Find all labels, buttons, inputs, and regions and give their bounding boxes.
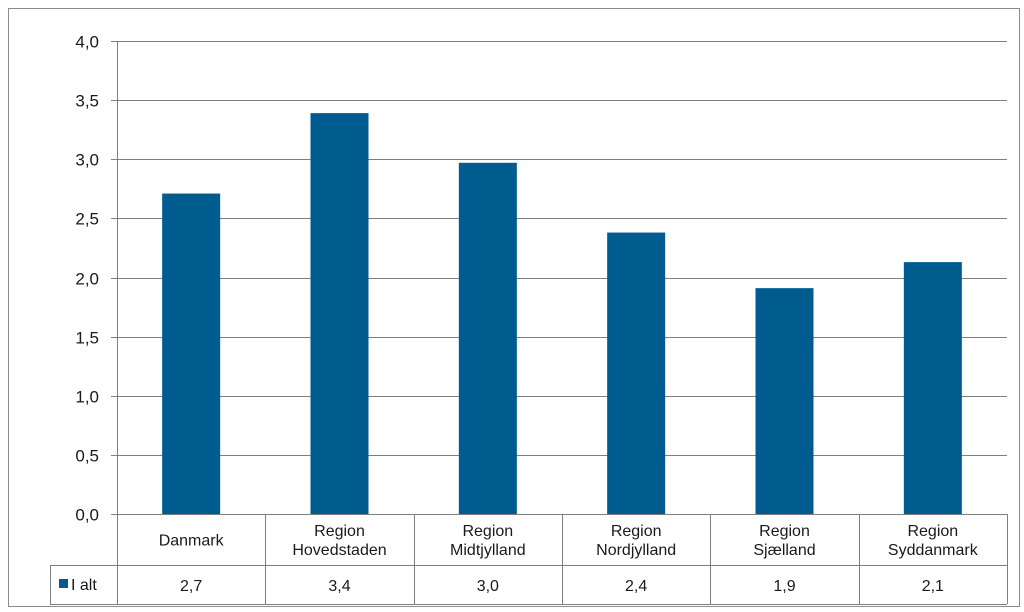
category-label: Syddanmark xyxy=(888,542,979,559)
y-tick-label: 4,0 xyxy=(75,33,99,52)
data-table-value: 3,0 xyxy=(477,578,499,595)
category-label: Hovedstaden xyxy=(292,542,386,559)
y-tick-label: 0,5 xyxy=(75,447,99,466)
category-label: Danmark xyxy=(159,533,225,550)
legend-label: I alt xyxy=(71,577,97,594)
category-label: Region xyxy=(314,523,365,540)
category-label: Region xyxy=(759,523,810,540)
bar xyxy=(607,232,666,514)
data-table-value: 2,4 xyxy=(625,578,647,595)
category-label: Midtjylland xyxy=(450,542,526,559)
bar xyxy=(458,162,517,515)
bar xyxy=(903,262,962,514)
bar xyxy=(310,113,369,514)
bar xyxy=(162,193,221,515)
data-table-value: 2,1 xyxy=(922,578,944,595)
category-label: Region xyxy=(611,523,662,540)
category-label: Region xyxy=(907,523,958,540)
category-label: Nordjylland xyxy=(596,542,676,559)
y-tick-label: 3,0 xyxy=(75,151,99,170)
legend-swatch xyxy=(59,579,68,588)
category-label: Sjælland xyxy=(753,542,815,559)
data-table-value: 3,4 xyxy=(328,578,350,595)
y-tick-label: 1,5 xyxy=(75,329,99,348)
y-tick-label: 3,5 xyxy=(75,92,99,111)
data-table-value: 1,9 xyxy=(773,578,795,595)
y-tick-label: 2,5 xyxy=(75,210,99,229)
y-tick-label: 2,0 xyxy=(75,270,99,289)
category-label: Region xyxy=(462,523,513,540)
data-table-value: 2,7 xyxy=(180,578,202,595)
y-tick-label: 1,0 xyxy=(75,388,99,407)
y-tick-label: 0,0 xyxy=(75,506,99,525)
bar xyxy=(755,288,814,514)
